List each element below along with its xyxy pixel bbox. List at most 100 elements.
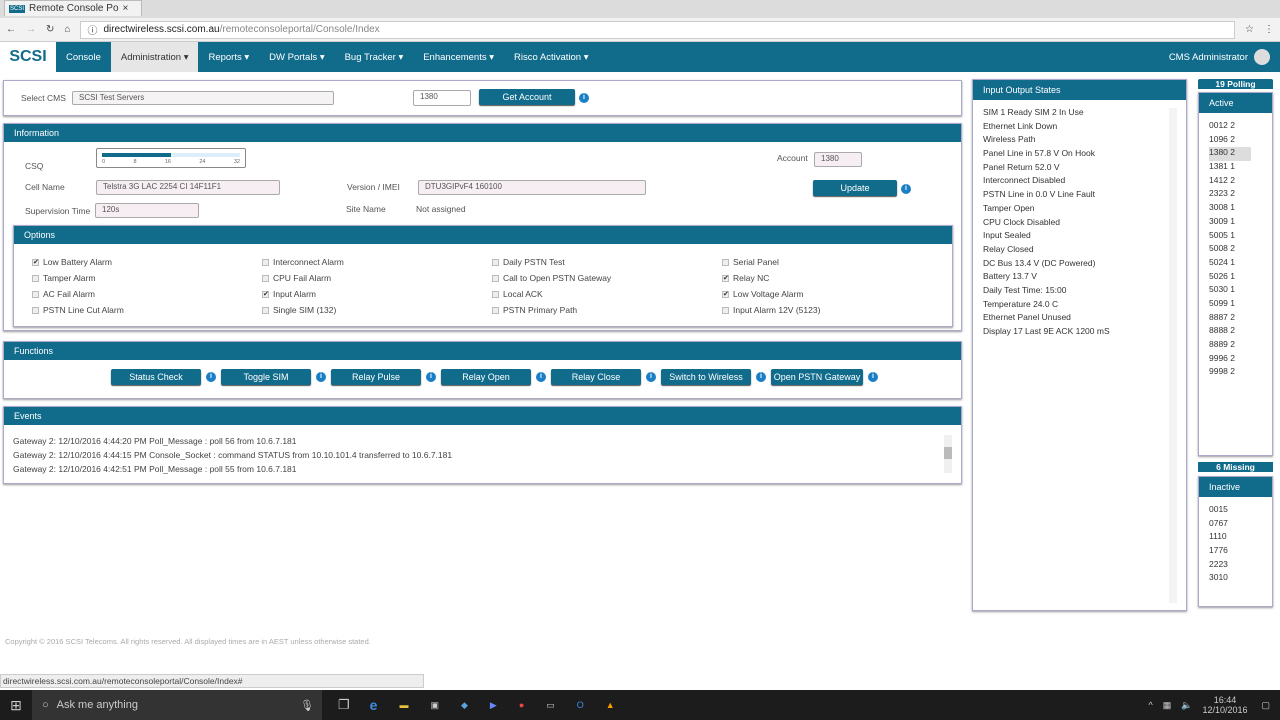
version-field[interactable]: DTU3GIPvF4 160100 — [418, 180, 646, 195]
option-checkbox[interactable]: Serial Panel — [722, 254, 942, 270]
nav-reports[interactable]: Reports ▾ — [208, 51, 250, 63]
info-icon[interactable]: i — [756, 372, 766, 382]
list-item[interactable]: 5099 1 — [1209, 297, 1235, 308]
url-input[interactable]: ⓘ directwireless.scsi.com.au/remoteconsol… — [80, 20, 1236, 39]
nav-dw-portals[interactable]: DW Portals ▾ — [269, 51, 325, 63]
task-view-icon[interactable]: ❐ — [338, 697, 350, 712]
cell-name-field[interactable]: Telstra 3G LAC 2254 CI 14F11F1 — [96, 180, 280, 195]
nav-enhancements[interactable]: Enhancements ▾ — [423, 51, 495, 63]
option-checkbox[interactable]: ✔ Low Voltage Alarm — [722, 286, 942, 302]
list-item[interactable]: Temperature 24.0 C — [983, 298, 1059, 309]
list-item[interactable]: 0767 — [1209, 517, 1228, 528]
chrome-icon[interactable]: ● — [518, 700, 525, 710]
windows-start-icon[interactable]: ⊞ — [10, 696, 22, 713]
volume-icon[interactable]: 🔈 — [1181, 699, 1193, 710]
option-checkbox[interactable]: Tamper Alarm — [32, 270, 262, 286]
info-icon[interactable]: i — [868, 372, 878, 382]
list-item[interactable]: 8888 2 — [1209, 325, 1235, 336]
tray-chevron-icon[interactable]: ^ — [1148, 700, 1153, 710]
list-item[interactable]: Display 17 Last 9E ACK 1200 mS — [983, 326, 1110, 336]
list-item[interactable]: 5005 1 — [1209, 229, 1235, 240]
list-item[interactable]: 1380 2 — [1209, 147, 1251, 162]
notifications-icon[interactable]: ▢ — [1261, 699, 1270, 710]
option-checkbox[interactable]: Daily PSTN Test — [492, 254, 722, 270]
info-icon[interactable]: i — [901, 184, 911, 194]
nav-administration[interactable]: Administration ▾ — [110, 42, 199, 72]
star-icon[interactable]: ☆ — [1245, 24, 1254, 35]
list-item[interactable]: PSTN Line in 0.0 V Line Fault — [983, 189, 1095, 200]
microphone-icon[interactable]: 🎙 — [300, 699, 314, 712]
checkbox[interactable] — [492, 258, 499, 266]
list-item[interactable]: 3010 — [1209, 572, 1228, 583]
scsi-logo[interactable]: SCSI — [0, 42, 56, 72]
list-item[interactable]: 2323 2 — [1209, 188, 1235, 199]
store-icon[interactable]: ▣ — [430, 699, 439, 710]
list-item[interactable]: 9996 2 — [1209, 352, 1235, 363]
list-item[interactable]: Ethernet Link Down — [983, 120, 1058, 131]
option-checkbox[interactable]: CPU Fail Alarm — [262, 270, 492, 286]
list-item[interactable]: 5024 1 — [1209, 256, 1235, 267]
function-button[interactable]: Toggle SIM — [221, 369, 311, 385]
cms-select[interactable]: SCSI Test Servers — [72, 91, 334, 105]
list-item[interactable]: 8889 2 — [1209, 339, 1235, 349]
list-item[interactable]: Panel Line in 57.8 V On Hook — [983, 148, 1095, 159]
events-scrollbar[interactable] — [944, 435, 952, 473]
checkbox[interactable] — [262, 274, 269, 282]
cortana-search[interactable]: ○ Ask me anything 🎙 — [32, 690, 322, 720]
list-item[interactable]: 1096 2 — [1209, 133, 1235, 144]
list-item[interactable]: 2223 — [1209, 558, 1228, 569]
edge-icon[interactable]: e — [369, 697, 378, 713]
network-icon[interactable]: ▦ — [1162, 699, 1172, 710]
function-button[interactable]: Open PSTN Gateway — [771, 369, 863, 385]
checkbox[interactable] — [492, 274, 499, 282]
menu-icon[interactable]: ⋮ — [1264, 24, 1274, 35]
list-item[interactable]: Panel Return 52.0 V — [983, 161, 1060, 172]
home-icon[interactable]: ⌂ — [64, 24, 71, 35]
function-button[interactable]: Relay Close — [551, 369, 641, 385]
checkbox[interactable]: ✔ — [722, 290, 729, 298]
checkbox[interactable] — [262, 306, 269, 314]
info-icon[interactable]: i — [206, 372, 216, 382]
list-item[interactable]: 0015 — [1209, 504, 1228, 514]
visual-studio-icon[interactable]: ▶ — [489, 699, 497, 710]
info-icon[interactable]: i — [646, 372, 656, 382]
checkbox[interactable]: ✔ — [32, 258, 39, 266]
function-button[interactable]: Relay Pulse — [331, 369, 421, 385]
option-checkbox[interactable]: Local ACK — [492, 286, 722, 302]
list-item[interactable]: Ethernet Panel Unused — [983, 312, 1071, 323]
account-field[interactable]: 1380 — [814, 152, 862, 167]
list-item[interactable]: 5008 2 — [1209, 243, 1235, 254]
app-icon[interactable]: ◆ — [460, 699, 468, 710]
info-icon[interactable]: i — [536, 372, 546, 382]
account-input[interactable]: 1380 — [413, 90, 471, 106]
io-scrollbar[interactable] — [1169, 108, 1177, 603]
checkbox[interactable] — [722, 258, 729, 266]
option-checkbox[interactable]: Interconnect Alarm — [262, 254, 492, 270]
forward-icon[interactable]: → — [26, 24, 36, 35]
list-item[interactable]: CPU Clock Disabled — [983, 216, 1060, 227]
browser-tab[interactable]: SCSI Remote Console Po × — [4, 0, 142, 16]
list-item[interactable]: Tamper Open — [983, 202, 1035, 213]
checkbox[interactable] — [32, 290, 39, 298]
list-item[interactable]: 1776 — [1209, 545, 1228, 556]
list-item[interactable]: SIM 1 Ready SIM 2 In Use — [983, 107, 1084, 117]
function-button[interactable]: Relay Open — [441, 369, 531, 385]
option-checkbox[interactable]: AC Fail Alarm — [32, 286, 262, 302]
list-item[interactable]: 8887 2 — [1209, 311, 1235, 322]
checkbox[interactable] — [492, 306, 499, 314]
vlc-icon[interactable]: ▲ — [605, 700, 615, 710]
back-icon[interactable]: ← — [6, 24, 16, 35]
checkbox[interactable] — [32, 274, 39, 282]
list-item[interactable]: 3009 1 — [1209, 215, 1235, 226]
get-account-button[interactable]: Get Account — [479, 89, 575, 105]
list-item[interactable]: 5026 1 — [1209, 270, 1235, 281]
reload-icon[interactable]: ↻ — [46, 24, 55, 35]
list-item[interactable]: Wireless Path — [983, 134, 1036, 145]
clock[interactable]: 16:44 12/10/2016 — [1202, 695, 1248, 715]
list-item[interactable]: Battery 13.7 V — [983, 271, 1037, 282]
option-checkbox[interactable]: ✔ Input Alarm — [262, 286, 492, 302]
outlook-icon[interactable]: O — [576, 700, 584, 710]
list-item[interactable]: 5030 1 — [1209, 284, 1235, 295]
option-checkbox[interactable]: ✔ Relay NC — [722, 270, 942, 286]
option-checkbox[interactable]: Input Alarm 12V (5123) — [722, 302, 942, 318]
